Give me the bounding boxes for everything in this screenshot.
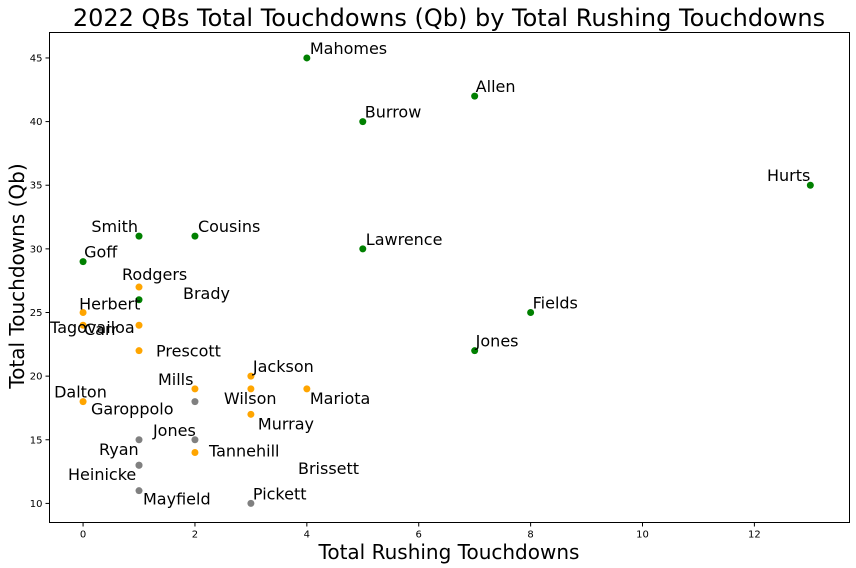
data-point xyxy=(191,232,199,240)
data-point xyxy=(135,232,143,240)
data-point xyxy=(191,449,199,456)
point-label: Mahomes xyxy=(310,39,387,58)
point-label: Fields xyxy=(533,294,578,313)
point-label: Ryan xyxy=(99,440,139,459)
point-label: Prescott xyxy=(156,342,221,361)
data-point xyxy=(191,398,199,406)
data-point xyxy=(79,309,87,316)
point-label: Allen xyxy=(476,77,516,96)
data-point xyxy=(247,499,255,507)
point-label: Smith xyxy=(91,217,138,236)
data-point xyxy=(527,309,535,316)
data-points xyxy=(79,54,814,507)
y-tick-label: 45 xyxy=(30,53,43,64)
point-label: Brissett xyxy=(298,459,359,478)
point-label: Wilson xyxy=(224,389,277,408)
point-label: Brady xyxy=(183,284,230,303)
data-point xyxy=(79,398,87,406)
y-axis-title: Total Touchdowns (Qb) xyxy=(5,163,29,389)
point-label: Mayfield xyxy=(143,490,211,509)
point-label: Jackson xyxy=(252,357,314,376)
data-point xyxy=(135,347,143,355)
point-label: Murray xyxy=(258,414,314,433)
y-tick-label: 25 xyxy=(30,308,43,319)
point-label: Mills xyxy=(158,370,193,389)
plot-frame xyxy=(49,32,850,523)
point-label: Garoppolo xyxy=(91,400,174,419)
point-label: Dalton xyxy=(54,383,107,402)
data-point xyxy=(247,385,255,393)
point-label: Lawrence xyxy=(366,230,443,249)
data-point xyxy=(247,410,255,418)
data-point xyxy=(79,258,87,266)
point-label: Goff xyxy=(84,243,118,262)
data-point xyxy=(79,321,87,329)
point-label: Rodgers xyxy=(122,265,187,284)
point-label: Herbert xyxy=(79,295,140,314)
point-label: Hurts xyxy=(767,166,810,185)
x-axis-title: Total Rushing Touchdowns xyxy=(318,540,580,564)
point-labels: Mahomes Allen Burrow Hurts Smith Cousins Lawre… xyxy=(49,39,810,509)
data-point xyxy=(359,245,367,253)
y-tick-label: 10 xyxy=(30,499,43,510)
y-tick-label: 20 xyxy=(30,372,43,383)
point-label: Burrow xyxy=(365,103,422,122)
data-point xyxy=(806,181,814,189)
y-tick-label: 15 xyxy=(30,435,43,446)
point-label: Heinicke xyxy=(68,465,136,484)
point-label: Jones xyxy=(152,421,196,440)
y-tick-label: 30 xyxy=(30,244,43,255)
data-point xyxy=(191,436,199,444)
point-label: Tannehill xyxy=(208,442,280,461)
data-point xyxy=(471,92,479,100)
y-tick-label: 35 xyxy=(30,181,43,192)
data-point xyxy=(191,385,199,393)
data-point xyxy=(135,283,143,291)
point-label: Carr xyxy=(84,320,118,339)
data-point xyxy=(359,118,367,126)
chart-title: 2022 QBs Total Touchdowns (Qb) by Total … xyxy=(73,4,825,32)
point-label: Pickett xyxy=(253,484,307,503)
point-label: Cousins xyxy=(198,217,260,236)
data-point xyxy=(247,372,255,380)
x-tick-label: 6 xyxy=(416,530,422,541)
data-point xyxy=(303,385,311,393)
data-point xyxy=(471,347,479,355)
x-tick-label: 10 xyxy=(636,530,649,541)
x-tick-label: 0 xyxy=(80,530,86,541)
data-point xyxy=(135,487,143,495)
y-tick-label: 40 xyxy=(30,117,43,128)
point-label: Mariota xyxy=(310,389,371,408)
data-point xyxy=(303,54,311,62)
data-point xyxy=(135,436,143,444)
x-tick-label: 2 xyxy=(192,530,198,541)
x-tick-label: 8 xyxy=(527,530,533,541)
data-point xyxy=(135,296,143,304)
point-label: Jones xyxy=(475,332,519,351)
data-point xyxy=(135,321,143,329)
x-tick-label: 12 xyxy=(748,530,761,541)
data-point xyxy=(135,461,143,469)
axis-ticks: 0 2 4 6 8 10 12 10 15 20 25 30 35 40 45 xyxy=(30,53,761,540)
x-tick-label: 4 xyxy=(304,530,310,541)
point-label: Tagovailoa xyxy=(49,318,135,337)
